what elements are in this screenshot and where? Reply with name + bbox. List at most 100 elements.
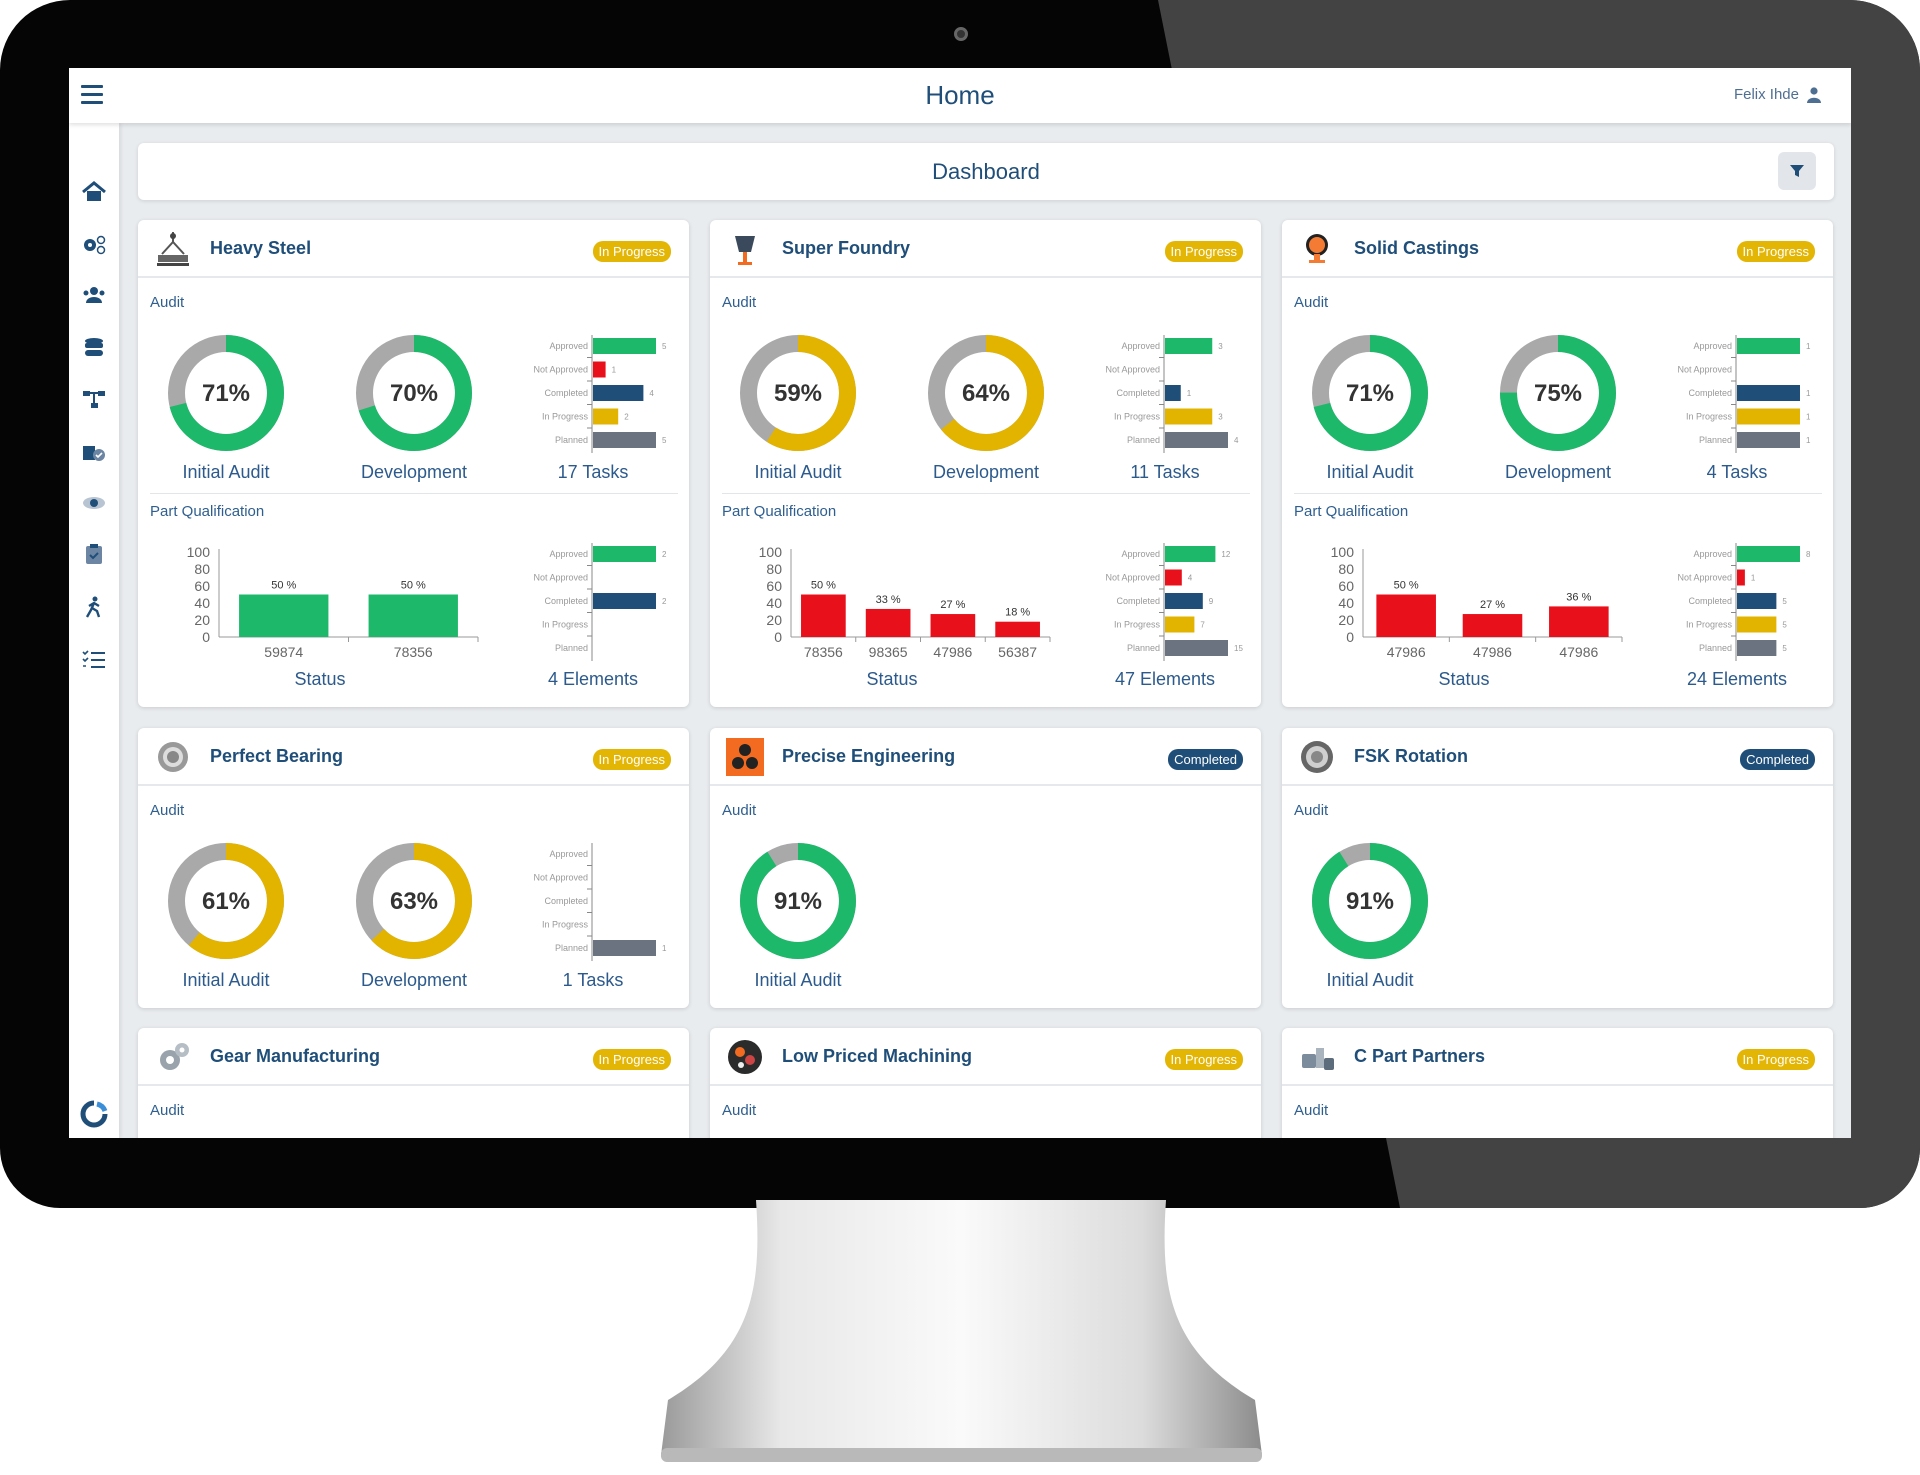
card-title[interactable]: FSK Rotation bbox=[1354, 746, 1468, 766]
supplier-card[interactable]: Precise Engineering Completed Audit 91% … bbox=[710, 728, 1261, 1008]
bar-approved[interactable] bbox=[1737, 338, 1800, 354]
bar-approved[interactable] bbox=[593, 338, 656, 354]
supplier-card[interactable]: FSK Rotation Completed Audit 91% Initial… bbox=[1282, 728, 1833, 1008]
hamburger-icon[interactable] bbox=[81, 85, 103, 105]
bar-planned[interactable] bbox=[1737, 432, 1800, 448]
qualification-bar[interactable] bbox=[1376, 594, 1436, 638]
card-title[interactable]: Heavy Steel bbox=[210, 238, 312, 258]
supplier-card[interactable]: Solid Castings In Progress Audit 71% Ini… bbox=[1282, 220, 1833, 707]
bar-in-progress[interactable] bbox=[593, 408, 619, 425]
bar-approved[interactable] bbox=[1165, 338, 1213, 354]
supplier-card[interactable]: Gear Manufacturing In Progress Audit bbox=[138, 1028, 689, 1138]
bar-value: 3 bbox=[1218, 342, 1223, 351]
bar-completed[interactable] bbox=[1737, 385, 1800, 401]
supplier-card[interactable]: C Part Partners In Progress Audit bbox=[1282, 1028, 1833, 1138]
qualification-bar[interactable] bbox=[368, 594, 458, 638]
bar-planned[interactable] bbox=[1165, 432, 1228, 448]
x-category-label: 59874 bbox=[264, 644, 303, 660]
card-title[interactable]: Perfect Bearing bbox=[210, 746, 344, 766]
bar-in-progress[interactable] bbox=[1165, 408, 1213, 425]
donut-initial-audit[interactable]: 59% bbox=[738, 333, 858, 453]
qualification-bar[interactable] bbox=[1549, 606, 1609, 637]
bar-not-approved[interactable] bbox=[1165, 569, 1182, 586]
user-name: Felix Ihde bbox=[1733, 86, 1799, 103]
status-badge: In Progress bbox=[1736, 241, 1815, 262]
category-label: In Progress bbox=[1114, 620, 1161, 630]
donut-initial-audit[interactable]: 91% bbox=[1310, 841, 1430, 961]
donut-initial-audit[interactable]: 61% bbox=[166, 841, 286, 961]
category-label: Planned bbox=[555, 435, 588, 445]
sidebar-item-database[interactable] bbox=[80, 336, 108, 362]
supplier-card[interactable]: Super Foundry In Progress Audit 59% Init… bbox=[710, 220, 1261, 707]
category-label: Approved bbox=[1121, 549, 1160, 559]
bar-value: 4 bbox=[649, 389, 654, 398]
qualification-bar[interactable] bbox=[995, 621, 1040, 637]
supplier-card[interactable]: Low Priced Machining In Progress Audit bbox=[710, 1028, 1261, 1138]
bar-value: 5 bbox=[1782, 644, 1787, 653]
status-bar-chart: Approved 12 Not Approved 4 Completed 9 In Prog… bbox=[1105, 543, 1243, 661]
sidebar-item-users[interactable] bbox=[80, 283, 108, 309]
bar-value: 1 bbox=[612, 366, 617, 375]
donut-progress-arc bbox=[1312, 335, 1428, 451]
bar-approved[interactable] bbox=[1737, 546, 1800, 562]
filter-button[interactable] bbox=[1778, 152, 1816, 190]
y-tick-label: 80 bbox=[766, 561, 782, 577]
bar-completed[interactable] bbox=[593, 593, 656, 609]
bar-planned[interactable] bbox=[593, 432, 656, 448]
category-label: In Progress bbox=[542, 412, 589, 422]
qualification-bar[interactable] bbox=[930, 614, 976, 637]
qualification-bar[interactable] bbox=[801, 594, 846, 638]
donut-development[interactable]: 63% bbox=[354, 841, 474, 961]
card-title[interactable]: Gear Manufacturing bbox=[210, 1046, 381, 1066]
camera-icon bbox=[954, 27, 968, 41]
donut-development[interactable]: 70% bbox=[354, 333, 474, 453]
qualification-bar[interactable] bbox=[1462, 614, 1523, 637]
card-header: Perfect Bearing In Progress bbox=[138, 728, 689, 786]
bar-completed[interactable] bbox=[593, 385, 644, 401]
card-title[interactable]: C Part Partners bbox=[1354, 1046, 1486, 1066]
supplier-card[interactable]: Heavy Steel In Progress Audit 71% Initia… bbox=[138, 220, 689, 707]
bar-not-approved[interactable] bbox=[593, 361, 606, 378]
card-title[interactable]: Low Priced Machining bbox=[782, 1046, 973, 1066]
sidebar-item-hierarchy[interactable] bbox=[80, 387, 108, 413]
donut-initial-audit[interactable]: 71% bbox=[166, 333, 286, 453]
bar-in-progress[interactable] bbox=[1165, 616, 1195, 633]
bar-in-progress[interactable] bbox=[1737, 616, 1777, 633]
card-title[interactable]: Solid Castings bbox=[1354, 238, 1480, 258]
donut-initial-audit[interactable]: 71% bbox=[1310, 333, 1430, 453]
bar-approved[interactable] bbox=[593, 546, 656, 562]
supplier-card[interactable]: Perfect Bearing In Progress Audit 61% In… bbox=[138, 728, 689, 1008]
bar-planned[interactable] bbox=[1165, 640, 1228, 656]
donut-percent: 71% bbox=[202, 380, 250, 407]
bar-completed[interactable] bbox=[1165, 385, 1181, 401]
sidebar-item-clipboard-check[interactable] bbox=[80, 541, 108, 567]
part-qualification-label: Part Qualification bbox=[150, 503, 265, 520]
app-logo[interactable] bbox=[80, 1100, 108, 1128]
card-title[interactable]: Precise Engineering bbox=[782, 746, 956, 766]
x-category-label: 47986 bbox=[1559, 644, 1598, 660]
bar-not-approved[interactable] bbox=[1737, 569, 1745, 586]
donut-development[interactable]: 64% bbox=[926, 333, 1046, 453]
bar-approved[interactable] bbox=[1165, 546, 1216, 562]
user-icon bbox=[1807, 86, 1821, 103]
bar-completed[interactable] bbox=[1737, 593, 1777, 609]
user-menu[interactable]: Felix Ihde bbox=[1734, 86, 1821, 103]
sidebar-item-home[interactable] bbox=[80, 179, 108, 205]
donut-initial-audit[interactable]: 91% bbox=[738, 841, 858, 961]
sidebar-item-eye[interactable] bbox=[80, 490, 108, 516]
qualification-bar[interactable] bbox=[239, 594, 329, 638]
qualification-bar[interactable] bbox=[865, 608, 911, 637]
bar-in-progress[interactable] bbox=[1737, 408, 1800, 425]
bar-planned[interactable] bbox=[593, 940, 656, 956]
sidebar-item-settings-gears[interactable] bbox=[80, 232, 108, 258]
category-label: Approved bbox=[549, 849, 588, 859]
audit-section-label: Audit bbox=[722, 1102, 757, 1119]
donut-development[interactable]: 75% bbox=[1498, 333, 1618, 453]
person-walking-icon bbox=[85, 596, 101, 618]
card-title[interactable]: Super Foundry bbox=[782, 238, 911, 258]
sidebar-item-approved-parts[interactable] bbox=[80, 440, 108, 466]
sidebar-item-checklist[interactable] bbox=[80, 646, 108, 672]
bar-completed[interactable] bbox=[1165, 593, 1203, 609]
bar-planned[interactable] bbox=[1737, 640, 1777, 656]
sidebar-item-person-walking[interactable] bbox=[80, 595, 108, 621]
